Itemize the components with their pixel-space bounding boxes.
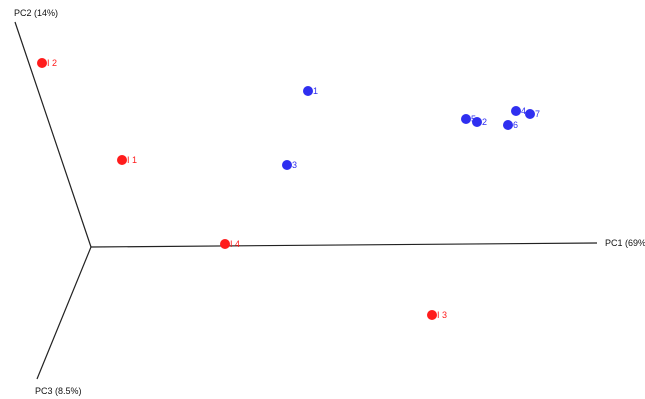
scatter-point — [472, 117, 482, 127]
scatter-point — [37, 58, 47, 68]
point-label: 6 — [513, 120, 518, 130]
pc1-axis-label: PC1 (69% — [605, 238, 645, 248]
scatter-point — [282, 160, 292, 170]
data-point-layer: I 2I 1I 4I 31352476 — [37, 58, 540, 320]
point-label: I 3 — [437, 310, 447, 320]
point-label: I 4 — [230, 239, 240, 249]
scatter-point — [303, 86, 313, 96]
scatter-point — [511, 106, 521, 116]
point-label: 3 — [292, 160, 297, 170]
point-label: 4 — [521, 106, 526, 116]
pc3-axis-label: PC3 (8.5%) — [35, 386, 82, 396]
point-label: I 2 — [47, 58, 57, 68]
pc1-axis — [90, 242, 598, 248]
point-label: I 1 — [127, 155, 137, 165]
scatter-point — [220, 239, 230, 249]
pc2-axis-label: PC2 (14%) — [14, 8, 58, 18]
scatter-point — [461, 114, 471, 124]
point-label: 7 — [535, 109, 540, 119]
point-label: 2 — [482, 117, 487, 127]
scatter-point — [525, 109, 535, 119]
scatter-point — [117, 155, 127, 165]
scatter-point — [427, 310, 437, 320]
pc3-axis — [36, 246, 92, 380]
scatter-point — [503, 120, 513, 130]
pc2-axis — [14, 21, 92, 248]
point-label: 1 — [313, 86, 318, 96]
